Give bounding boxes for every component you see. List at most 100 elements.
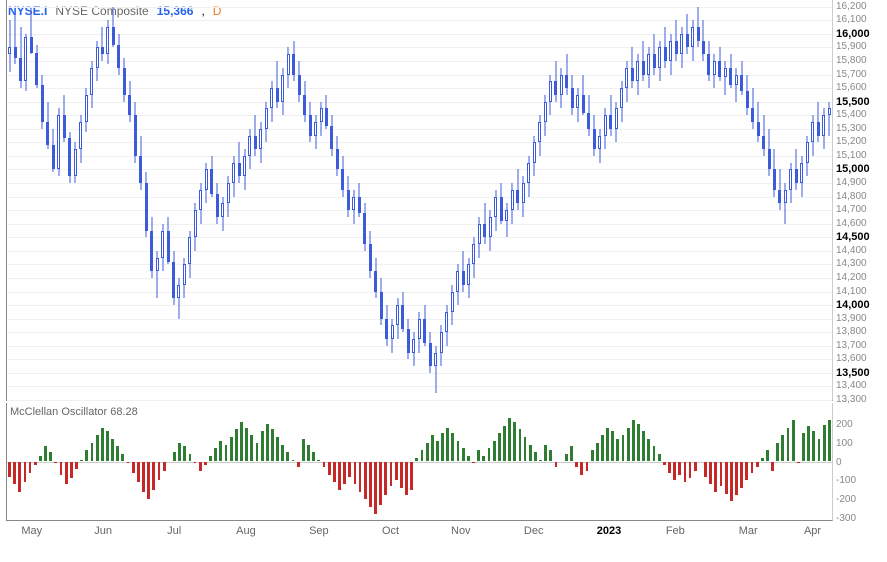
osc-bar: [29, 462, 32, 473]
candle: [139, 0, 142, 400]
osc-bar: [323, 462, 326, 468]
osc-bar: [622, 435, 625, 461]
osc-bar: [18, 462, 21, 492]
osc-bar: [214, 448, 217, 461]
candle: [57, 0, 60, 400]
y-tick-label: 13,600: [836, 353, 867, 364]
candle: [800, 0, 803, 400]
osc-bar: [364, 462, 367, 500]
candle: [380, 0, 383, 400]
candle: [440, 0, 443, 400]
osc-bar: [8, 462, 11, 477]
osc-bar: [431, 435, 434, 461]
osc-bar: [823, 425, 826, 462]
osc-bar: [307, 445, 310, 462]
candle: [707, 0, 710, 400]
osc-bar: [333, 462, 336, 483]
candle: [418, 0, 421, 400]
candle: [259, 0, 262, 400]
candle: [757, 0, 760, 400]
candle: [789, 0, 792, 400]
candle: [478, 0, 481, 400]
candle: [746, 0, 749, 400]
osc-bar: [405, 462, 408, 496]
candle: [483, 0, 486, 400]
candle: [642, 0, 645, 400]
candle: [740, 0, 743, 400]
osc-bar: [704, 462, 707, 477]
osc-bar: [178, 443, 181, 462]
osc-bar: [756, 462, 759, 468]
osc-bar: [714, 462, 717, 492]
osc-bar: [678, 462, 681, 475]
osc-bar: [111, 439, 114, 462]
osc-bar: [204, 462, 207, 466]
osc-bar: [596, 443, 599, 462]
candle: [238, 0, 241, 400]
candle: [811, 0, 814, 400]
y-tick-label: 14,800: [836, 191, 867, 202]
candle: [582, 0, 585, 400]
candle: [778, 0, 781, 400]
y-tick-label: 14,100: [836, 286, 867, 297]
osc-bar: [54, 462, 57, 464]
candle: [52, 0, 55, 400]
oscillator-chart[interactable]: [6, 403, 833, 521]
candle: [205, 0, 208, 400]
osc-bar: [369, 462, 372, 507]
candle: [303, 0, 306, 400]
osc-bar: [49, 452, 52, 461]
osc-bar: [524, 437, 527, 462]
osc-bar: [13, 462, 16, 485]
osc-bar: [96, 435, 99, 461]
candle: [702, 0, 705, 400]
y-tick-label: 16,000: [836, 28, 870, 40]
osc-bar: [493, 441, 496, 462]
osc-bar: [684, 462, 687, 483]
osc-bar: [653, 446, 656, 461]
osc-bar: [240, 422, 243, 462]
price-chart[interactable]: [6, 0, 833, 401]
y-tick-label: 16,100: [836, 14, 867, 25]
osc-bar: [101, 428, 104, 462]
osc-bar: [673, 462, 676, 481]
candle: [549, 0, 552, 400]
candle: [369, 0, 372, 400]
candle: [795, 0, 798, 400]
osc-bar: [199, 462, 202, 471]
osc-bar: [751, 462, 754, 473]
time-x-axis: MayJunJulAugSepOctNovDec2023FebMarApr: [6, 521, 831, 551]
y-tick-label: 13,700: [836, 340, 867, 351]
osc-bar: [163, 462, 166, 471]
osc-bar: [189, 454, 192, 462]
y-tick-label: 14,400: [836, 245, 867, 256]
candle: [784, 0, 787, 400]
candle: [615, 0, 618, 400]
candle: [248, 0, 251, 400]
candle: [210, 0, 213, 400]
osc-bar: [513, 422, 516, 462]
candle: [292, 0, 295, 400]
x-tick-label: Apr: [804, 525, 821, 537]
candle: [680, 0, 683, 400]
candle: [604, 0, 607, 400]
osc-bar: [616, 439, 619, 462]
osc-bar: [611, 431, 614, 461]
osc-bar: [720, 462, 723, 487]
osc-bar: [317, 460, 320, 462]
y-tick-label: 13,500: [836, 367, 870, 379]
osc-bar: [586, 462, 589, 471]
y-tick-label: 15,800: [836, 55, 867, 66]
candle: [391, 0, 394, 400]
osc-bar: [462, 448, 465, 461]
osc-bar: [766, 450, 769, 461]
candle: [341, 0, 344, 400]
candle: [522, 0, 525, 400]
candle: [270, 0, 273, 400]
candle: [14, 0, 17, 400]
candle: [177, 0, 180, 400]
osc-bar: [65, 462, 68, 485]
osc-bar: [281, 445, 284, 462]
osc-bar: [498, 433, 501, 461]
candle: [41, 0, 44, 400]
